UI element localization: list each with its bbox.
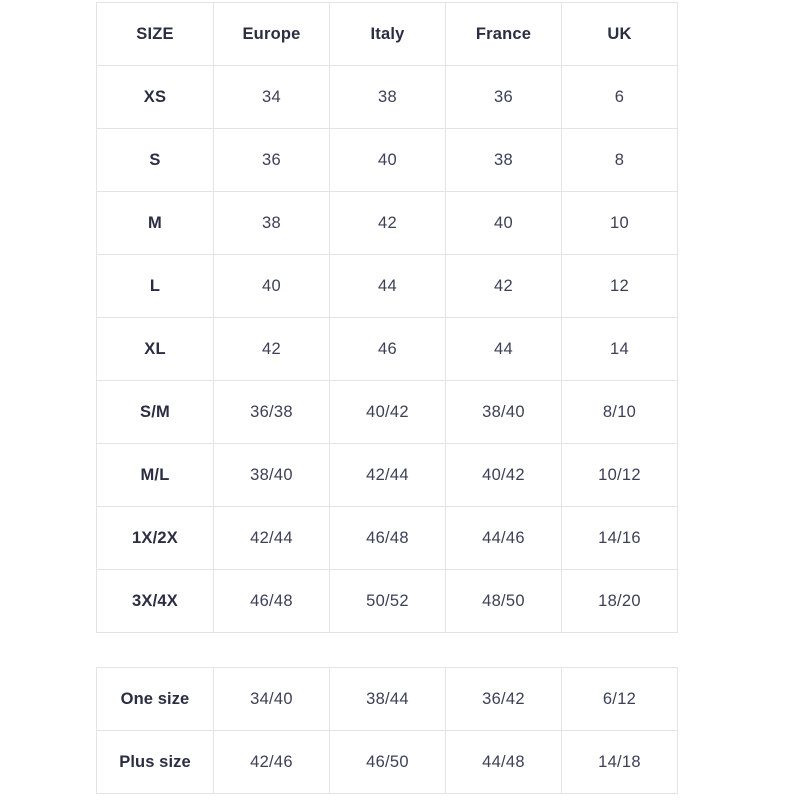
cell-italy: 38 <box>329 65 446 129</box>
cell-europe: 40 <box>213 254 330 318</box>
row-label-l: L <box>96 254 214 318</box>
table-row: One size 34/40 38/44 36/42 6/12 <box>96 667 678 731</box>
cell-uk: 14 <box>561 317 678 381</box>
cell-europe: 36/38 <box>213 380 330 444</box>
column-header-uk: UK <box>561 2 678 66</box>
table-row: XS 34 38 36 6 <box>96 65 678 129</box>
cell-uk: 14/18 <box>561 730 678 794</box>
cell-italy: 42/44 <box>329 443 446 507</box>
cell-italy: 44 <box>329 254 446 318</box>
cell-italy: 46 <box>329 317 446 381</box>
table-row: Plus size 42/46 46/50 44/48 14/18 <box>96 730 678 794</box>
cell-uk: 10/12 <box>561 443 678 507</box>
cell-france: 44 <box>445 317 562 381</box>
table-row: M/L 38/40 42/44 40/42 10/12 <box>96 443 678 507</box>
row-label-3x-4x: 3X/4X <box>96 569 214 633</box>
cell-uk: 18/20 <box>561 569 678 633</box>
table-row: M 38 42 40 10 <box>96 191 678 255</box>
cell-france: 44/46 <box>445 506 562 570</box>
cell-france: 36/42 <box>445 667 562 731</box>
size-conversion-table: SIZE Europe Italy France UK XS 34 38 36 … <box>96 2 678 633</box>
cell-uk: 14/16 <box>561 506 678 570</box>
cell-europe: 42/44 <box>213 506 330 570</box>
column-header-europe: Europe <box>213 2 330 66</box>
cell-europe: 34/40 <box>213 667 330 731</box>
column-header-size: SIZE <box>96 2 214 66</box>
table-header: SIZE Europe Italy France UK <box>96 2 678 66</box>
cell-europe: 38 <box>213 191 330 255</box>
cell-uk: 6/12 <box>561 667 678 731</box>
row-label-plus-size: Plus size <box>96 730 214 794</box>
table-row: 1X/2X 42/44 46/48 44/46 14/16 <box>96 506 678 570</box>
cell-europe: 46/48 <box>213 569 330 633</box>
table-body: XS 34 38 36 6 S 36 40 38 8 M 38 42 40 10 <box>96 65 678 633</box>
row-label-xs: XS <box>96 65 214 129</box>
cell-france: 38 <box>445 128 562 192</box>
table-row: 3X/4X 46/48 50/52 48/50 18/20 <box>96 569 678 633</box>
cell-italy: 40 <box>329 128 446 192</box>
table-body: One size 34/40 38/44 36/42 6/12 Plus siz… <box>96 667 678 794</box>
cell-italy: 40/42 <box>329 380 446 444</box>
cell-europe: 34 <box>213 65 330 129</box>
column-header-france: France <box>445 2 562 66</box>
column-header-italy: Italy <box>329 2 446 66</box>
row-label-xl: XL <box>96 317 214 381</box>
table-row: XL 42 46 44 14 <box>96 317 678 381</box>
cell-france: 40 <box>445 191 562 255</box>
cell-france: 36 <box>445 65 562 129</box>
cell-europe: 42/46 <box>213 730 330 794</box>
cell-france: 48/50 <box>445 569 562 633</box>
cell-uk: 10 <box>561 191 678 255</box>
cell-italy: 38/44 <box>329 667 446 731</box>
cell-europe: 38/40 <box>213 443 330 507</box>
cell-uk: 8 <box>561 128 678 192</box>
table-row: S 36 40 38 8 <box>96 128 678 192</box>
table-row: S/M 36/38 40/42 38/40 8/10 <box>96 380 678 444</box>
cell-europe: 42 <box>213 317 330 381</box>
row-label-s: S <box>96 128 214 192</box>
one-size-conversion-table: One size 34/40 38/44 36/42 6/12 Plus siz… <box>96 667 678 794</box>
row-label-one-size: One size <box>96 667 214 731</box>
cell-italy: 50/52 <box>329 569 446 633</box>
row-label-m-l: M/L <box>96 443 214 507</box>
cell-france: 42 <box>445 254 562 318</box>
cell-italy: 46/50 <box>329 730 446 794</box>
cell-france: 44/48 <box>445 730 562 794</box>
row-label-1x-2x: 1X/2X <box>96 506 214 570</box>
cell-italy: 46/48 <box>329 506 446 570</box>
cell-italy: 42 <box>329 191 446 255</box>
cell-uk: 6 <box>561 65 678 129</box>
cell-uk: 12 <box>561 254 678 318</box>
cell-france: 38/40 <box>445 380 562 444</box>
cell-uk: 8/10 <box>561 380 678 444</box>
cell-france: 40/42 <box>445 443 562 507</box>
table-header-row: SIZE Europe Italy France UK <box>96 2 678 66</box>
row-label-m: M <box>96 191 214 255</box>
cell-europe: 36 <box>213 128 330 192</box>
row-label-s-m: S/M <box>96 380 214 444</box>
table-row: L 40 44 42 12 <box>96 254 678 318</box>
